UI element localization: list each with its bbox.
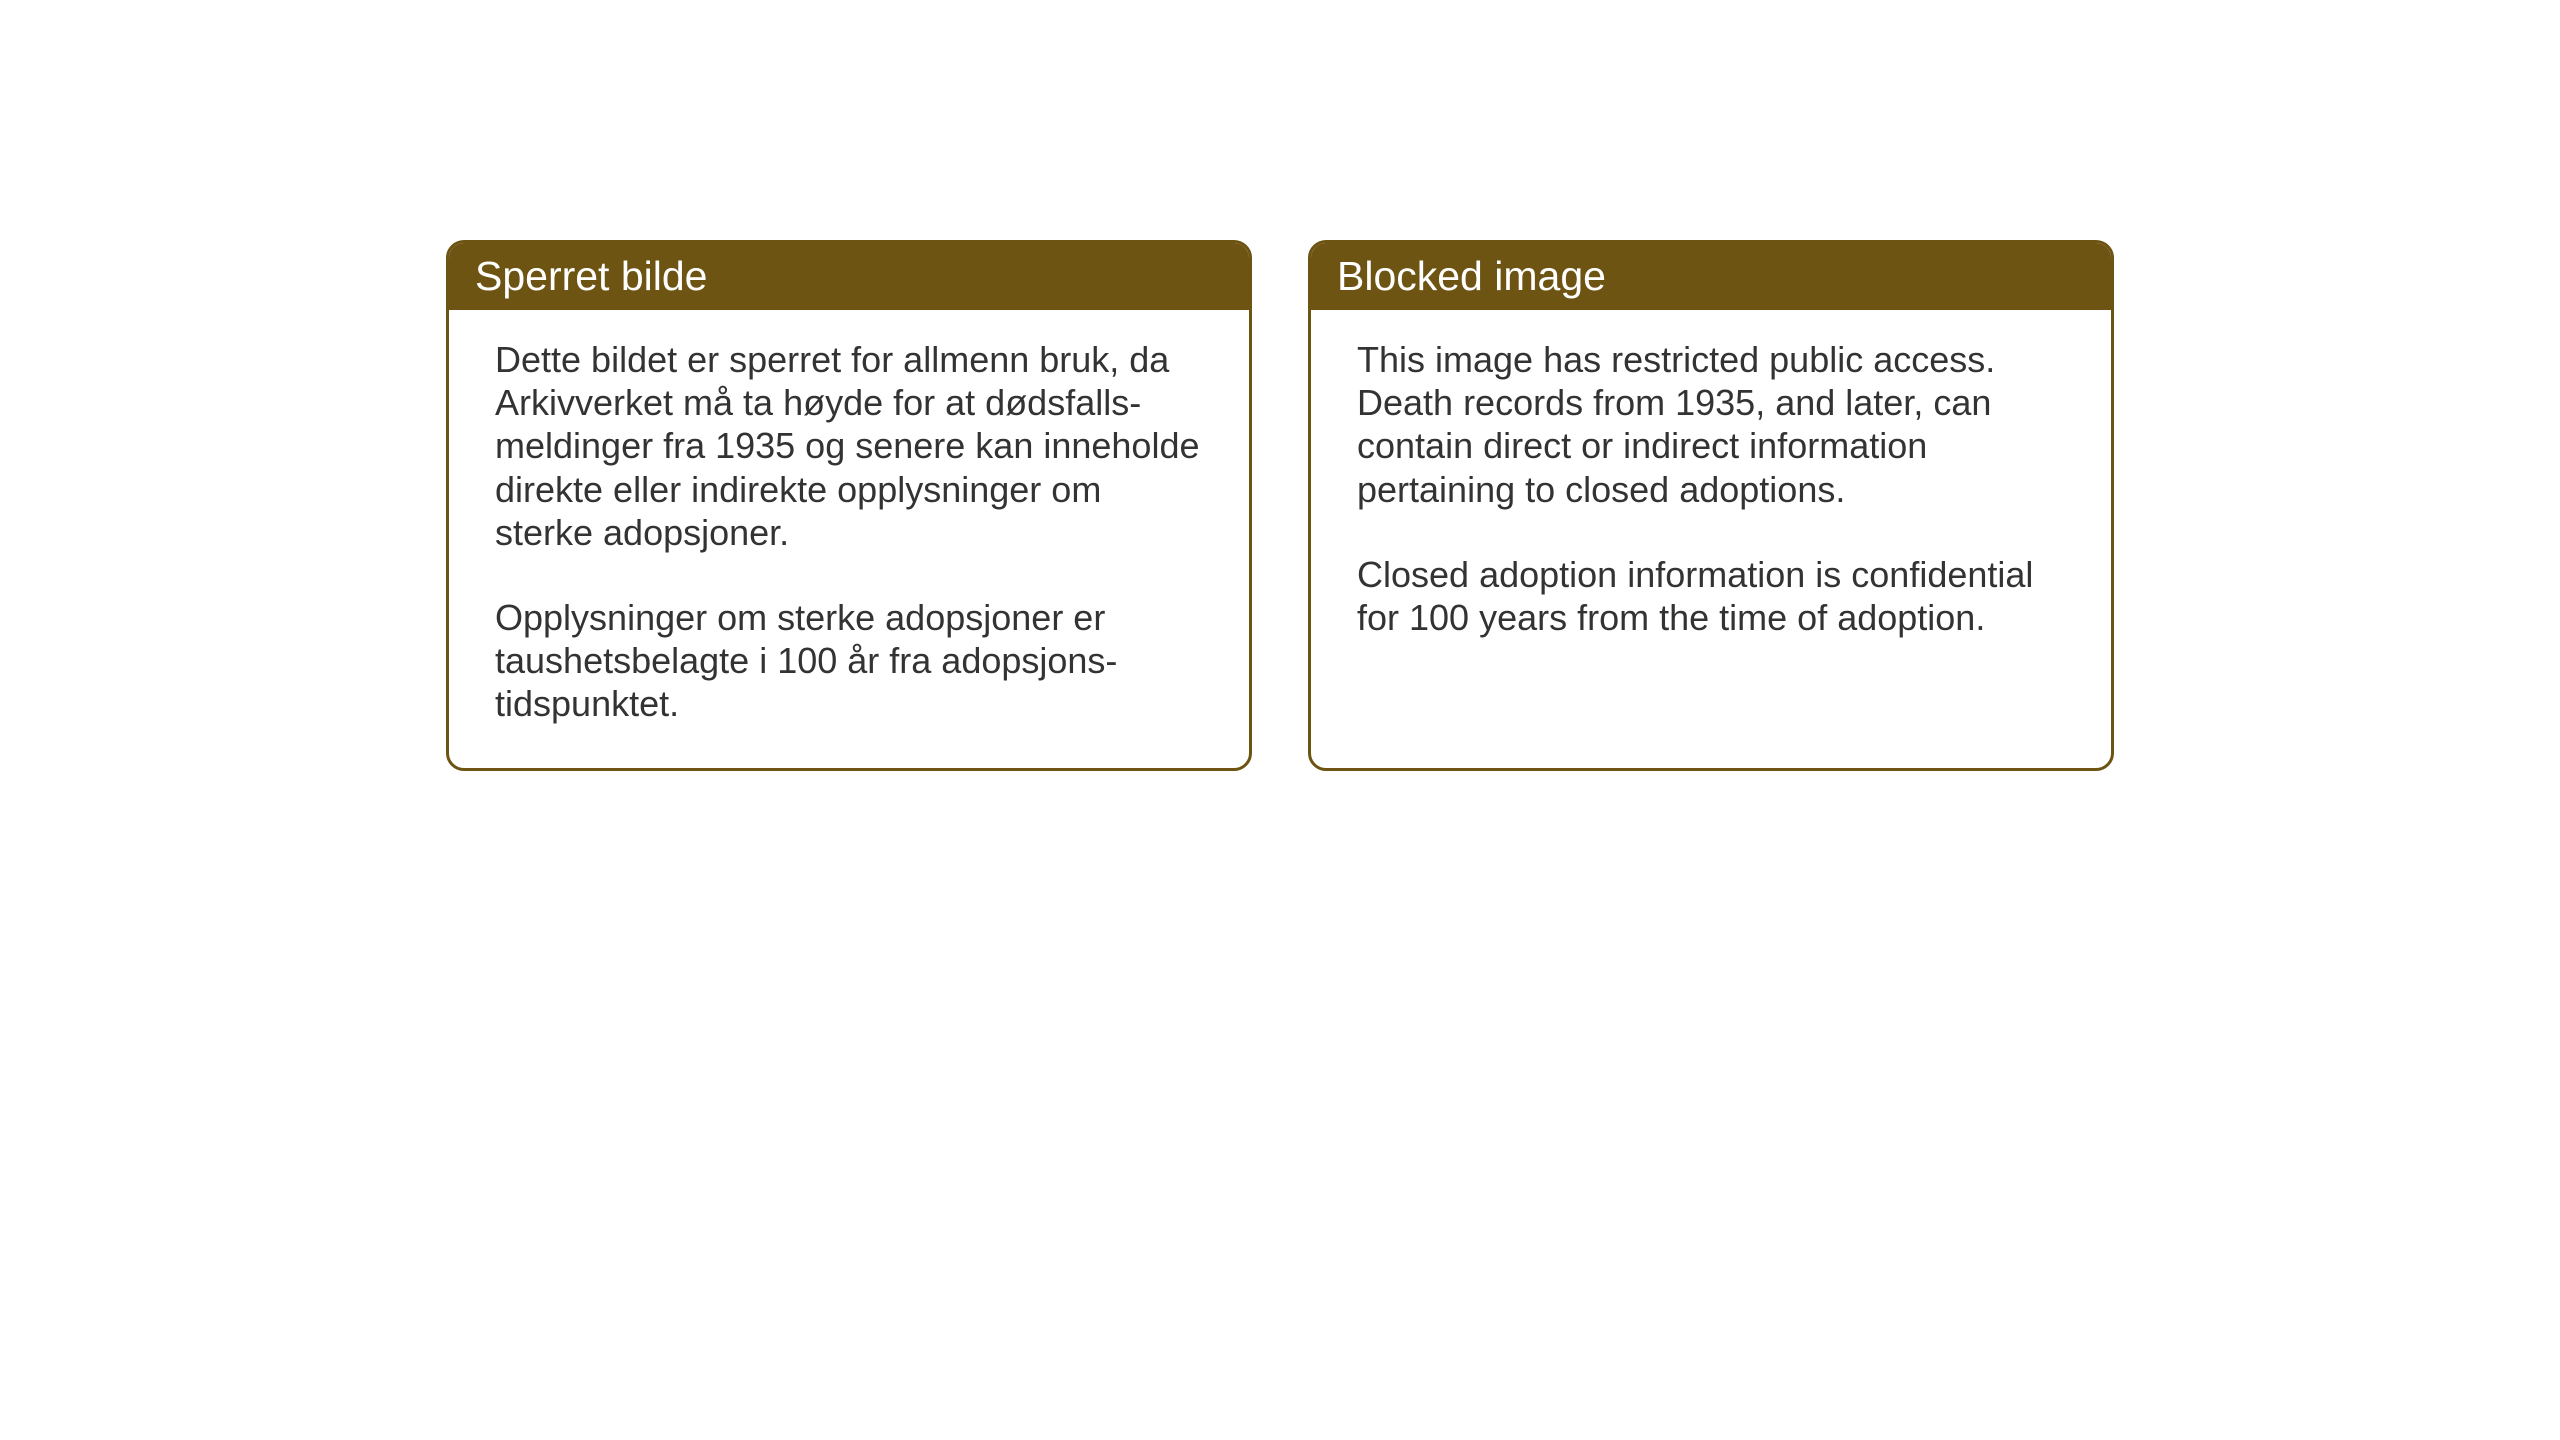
notice-container: Sperret bilde Dette bildet er sperret fo… <box>446 240 2114 771</box>
card-body-english: This image has restricted public access.… <box>1311 310 2111 734</box>
card-body-norwegian: Dette bildet er sperret for allmenn bruk… <box>449 310 1249 768</box>
paragraph-1-english: This image has restricted public access.… <box>1357 338 2065 511</box>
notice-card-english: Blocked image This image has restricted … <box>1308 240 2114 771</box>
card-header-english: Blocked image <box>1311 243 2111 310</box>
paragraph-2-english: Closed adoption information is confident… <box>1357 553 2065 639</box>
card-title-norwegian: Sperret bilde <box>475 253 707 299</box>
paragraph-2-norwegian: Opplysninger om sterke adopsjoner er tau… <box>495 596 1203 726</box>
card-header-norwegian: Sperret bilde <box>449 243 1249 310</box>
card-title-english: Blocked image <box>1337 253 1606 299</box>
notice-card-norwegian: Sperret bilde Dette bildet er sperret fo… <box>446 240 1252 771</box>
paragraph-1-norwegian: Dette bildet er sperret for allmenn bruk… <box>495 338 1203 554</box>
